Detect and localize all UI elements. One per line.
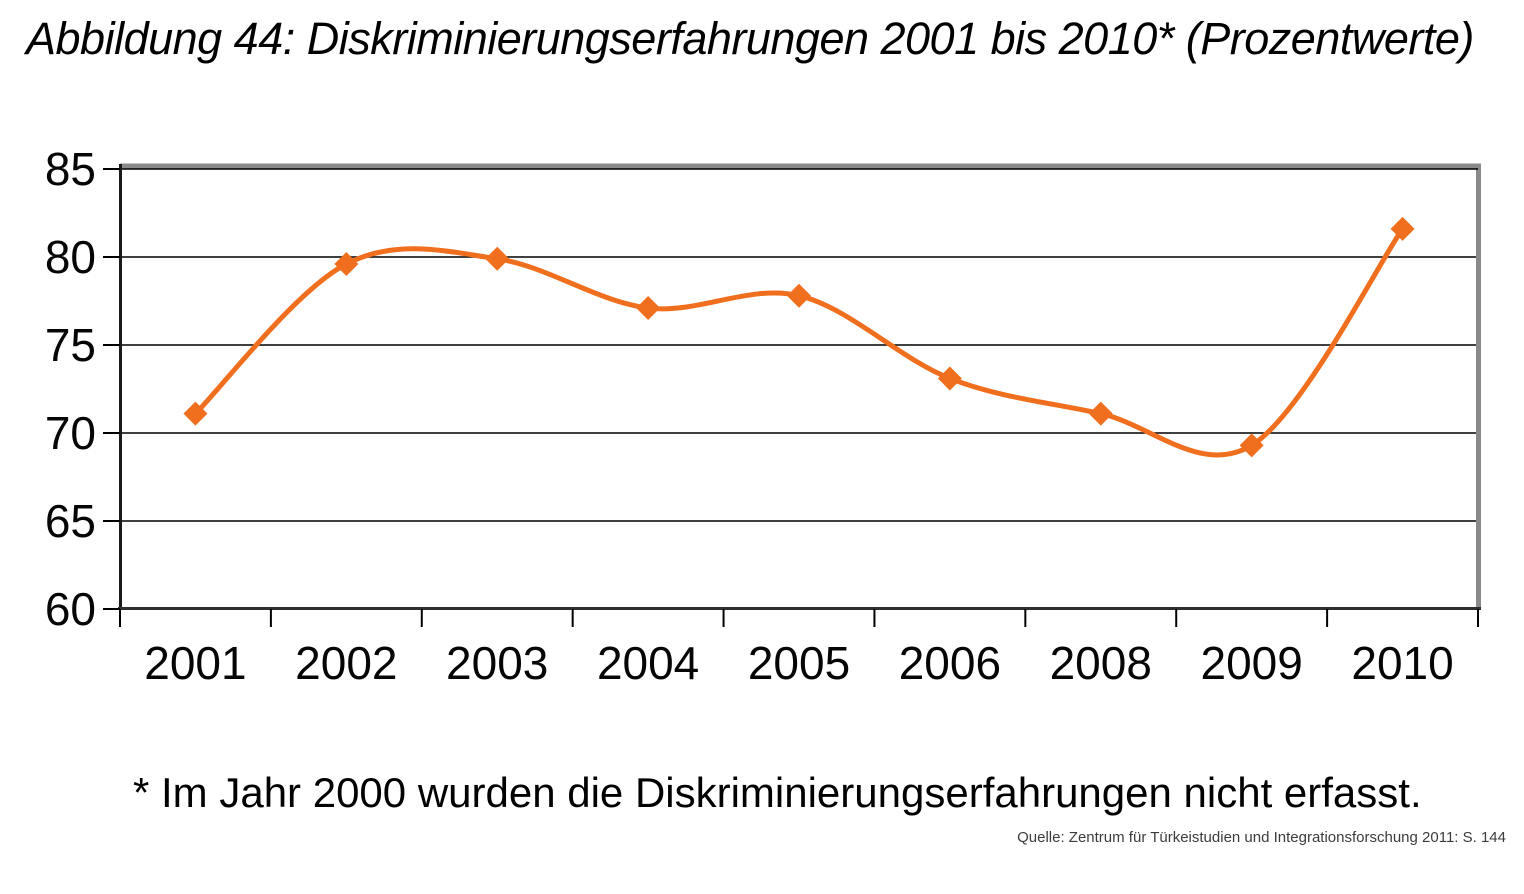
source-citation: Quelle: Zentrum für Türkeistudien und In…: [1017, 829, 1506, 846]
data-point-marker: [636, 296, 661, 321]
footnote: * Im Jahr 2000 wurden die Diskriminierun…: [133, 769, 1422, 816]
y-tick-label: 70: [45, 407, 96, 459]
x-tick-label: 2001: [144, 637, 246, 689]
y-tick-label: 85: [45, 143, 96, 195]
y-tick-label: 65: [45, 495, 96, 547]
x-tick-label: 2010: [1351, 637, 1453, 689]
data-point-marker: [334, 252, 359, 277]
x-tick-label: 2003: [446, 637, 548, 689]
data-point-marker: [1239, 433, 1264, 458]
x-tick-label: 2005: [748, 637, 850, 689]
data-point-marker: [787, 283, 811, 308]
figure-caption: Abbildung 44: Diskriminierungserfahrunge…: [26, 13, 1474, 64]
x-tick-label: 2006: [899, 637, 1001, 689]
x-tick-label: 2008: [1050, 637, 1152, 689]
data-point-marker: [1088, 401, 1113, 426]
data-point-marker: [485, 246, 510, 271]
data-point-marker: [183, 401, 208, 426]
y-tick-label: 80: [45, 231, 96, 283]
y-tick-label: 60: [45, 583, 96, 635]
y-tick-label: 75: [45, 319, 96, 371]
data-point-marker: [1390, 216, 1415, 241]
x-tick-label: 2002: [295, 637, 397, 689]
data-point-marker: [937, 366, 962, 391]
x-tick-label: 2004: [597, 637, 699, 689]
x-tick-label: 2009: [1200, 637, 1302, 689]
data-line: [192, 226, 1406, 458]
